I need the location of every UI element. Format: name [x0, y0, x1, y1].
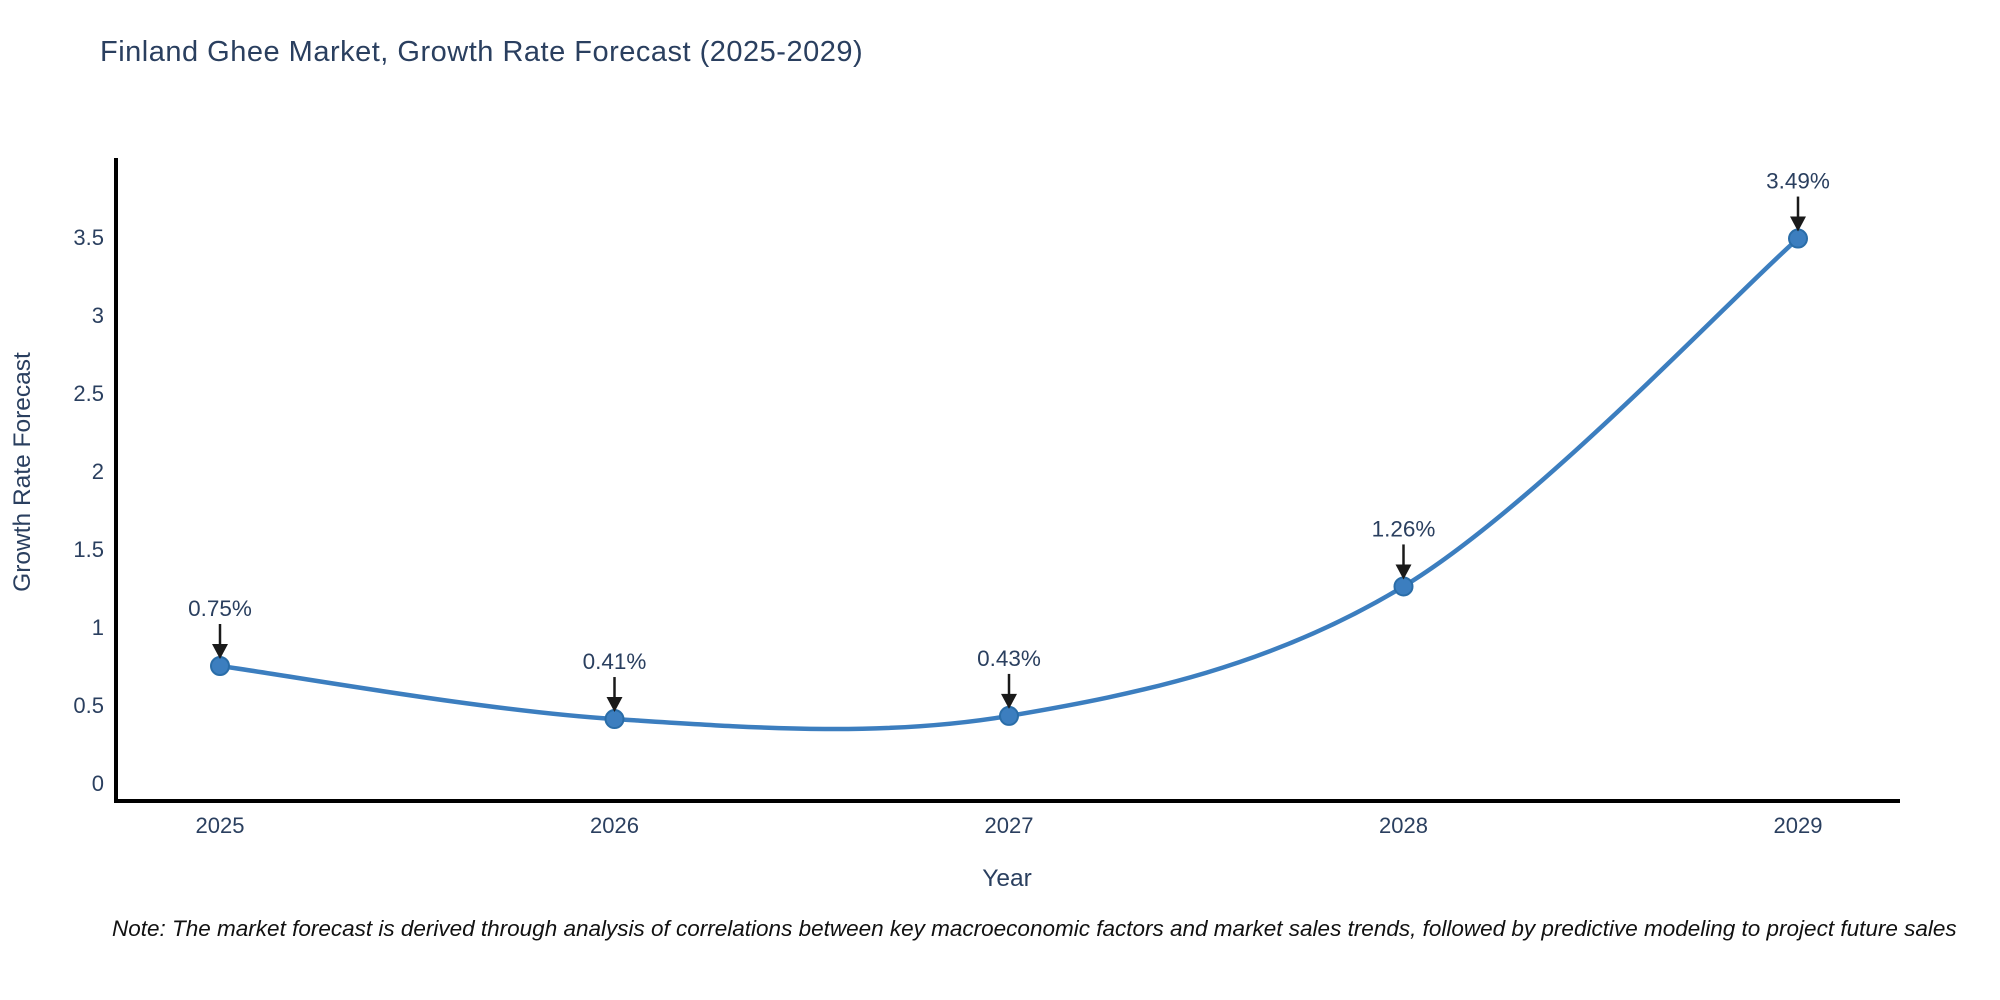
annotation-arrowhead-icon — [1790, 216, 1806, 232]
data-point-marker — [1393, 576, 1414, 597]
y-tick-label: 0.5 — [73, 693, 104, 718]
annotation-arrowhead-icon — [606, 697, 623, 713]
y-tick-label: 3 — [92, 303, 104, 328]
y-axis-title: Growth Rate Forecast — [9, 352, 36, 592]
data-point-marker — [999, 705, 1019, 726]
x-tick-label: 2025 — [196, 813, 245, 838]
annotation-arrowhead-icon — [212, 644, 228, 659]
x-tick-label: 2028 — [1379, 813, 1428, 838]
data-point-label: 3.49% — [1766, 169, 1830, 194]
x-axis-title: Year — [982, 865, 1032, 892]
chart-title: Finland Ghee Market, Growth Rate Forecas… — [100, 36, 864, 68]
y-tick-label: 3.5 — [73, 225, 104, 250]
y-tick-label: 0 — [92, 771, 104, 796]
footnote: Note: The market forecast is derived thr… — [112, 916, 1957, 941]
data-point-marker — [1788, 228, 1808, 249]
annotation-arrowhead-icon — [1395, 564, 1412, 580]
y-tick-label: 2 — [92, 459, 104, 484]
y-tick-label: 2.5 — [73, 381, 104, 406]
data-point-label: 0.41% — [583, 649, 647, 674]
y-tick-label: 1 — [92, 615, 104, 640]
x-tick-label: 2026 — [590, 813, 639, 838]
forecast-line — [217, 236, 1801, 732]
data-point-marker — [210, 656, 230, 676]
x-tick-label: 2027 — [985, 813, 1034, 838]
data-point-label: 0.43% — [977, 646, 1041, 671]
annotation-arrowhead-icon — [1001, 693, 1017, 709]
data-point-label: 0.75% — [188, 596, 252, 621]
x-tick-label: 2029 — [1774, 813, 1823, 838]
y-tick-label: 1.5 — [73, 537, 104, 562]
data-point-marker — [604, 709, 625, 730]
data-point-label: 1.26% — [1372, 516, 1436, 541]
